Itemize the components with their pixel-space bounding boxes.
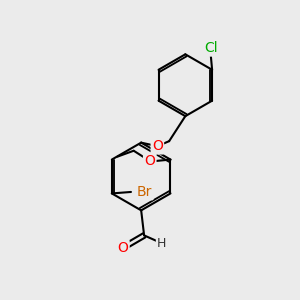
- Text: O: O: [144, 154, 155, 168]
- Text: H: H: [157, 237, 167, 250]
- Text: Br: Br: [137, 185, 152, 199]
- Text: O: O: [152, 139, 163, 153]
- Text: O: O: [118, 241, 128, 255]
- Text: Cl: Cl: [204, 41, 218, 55]
